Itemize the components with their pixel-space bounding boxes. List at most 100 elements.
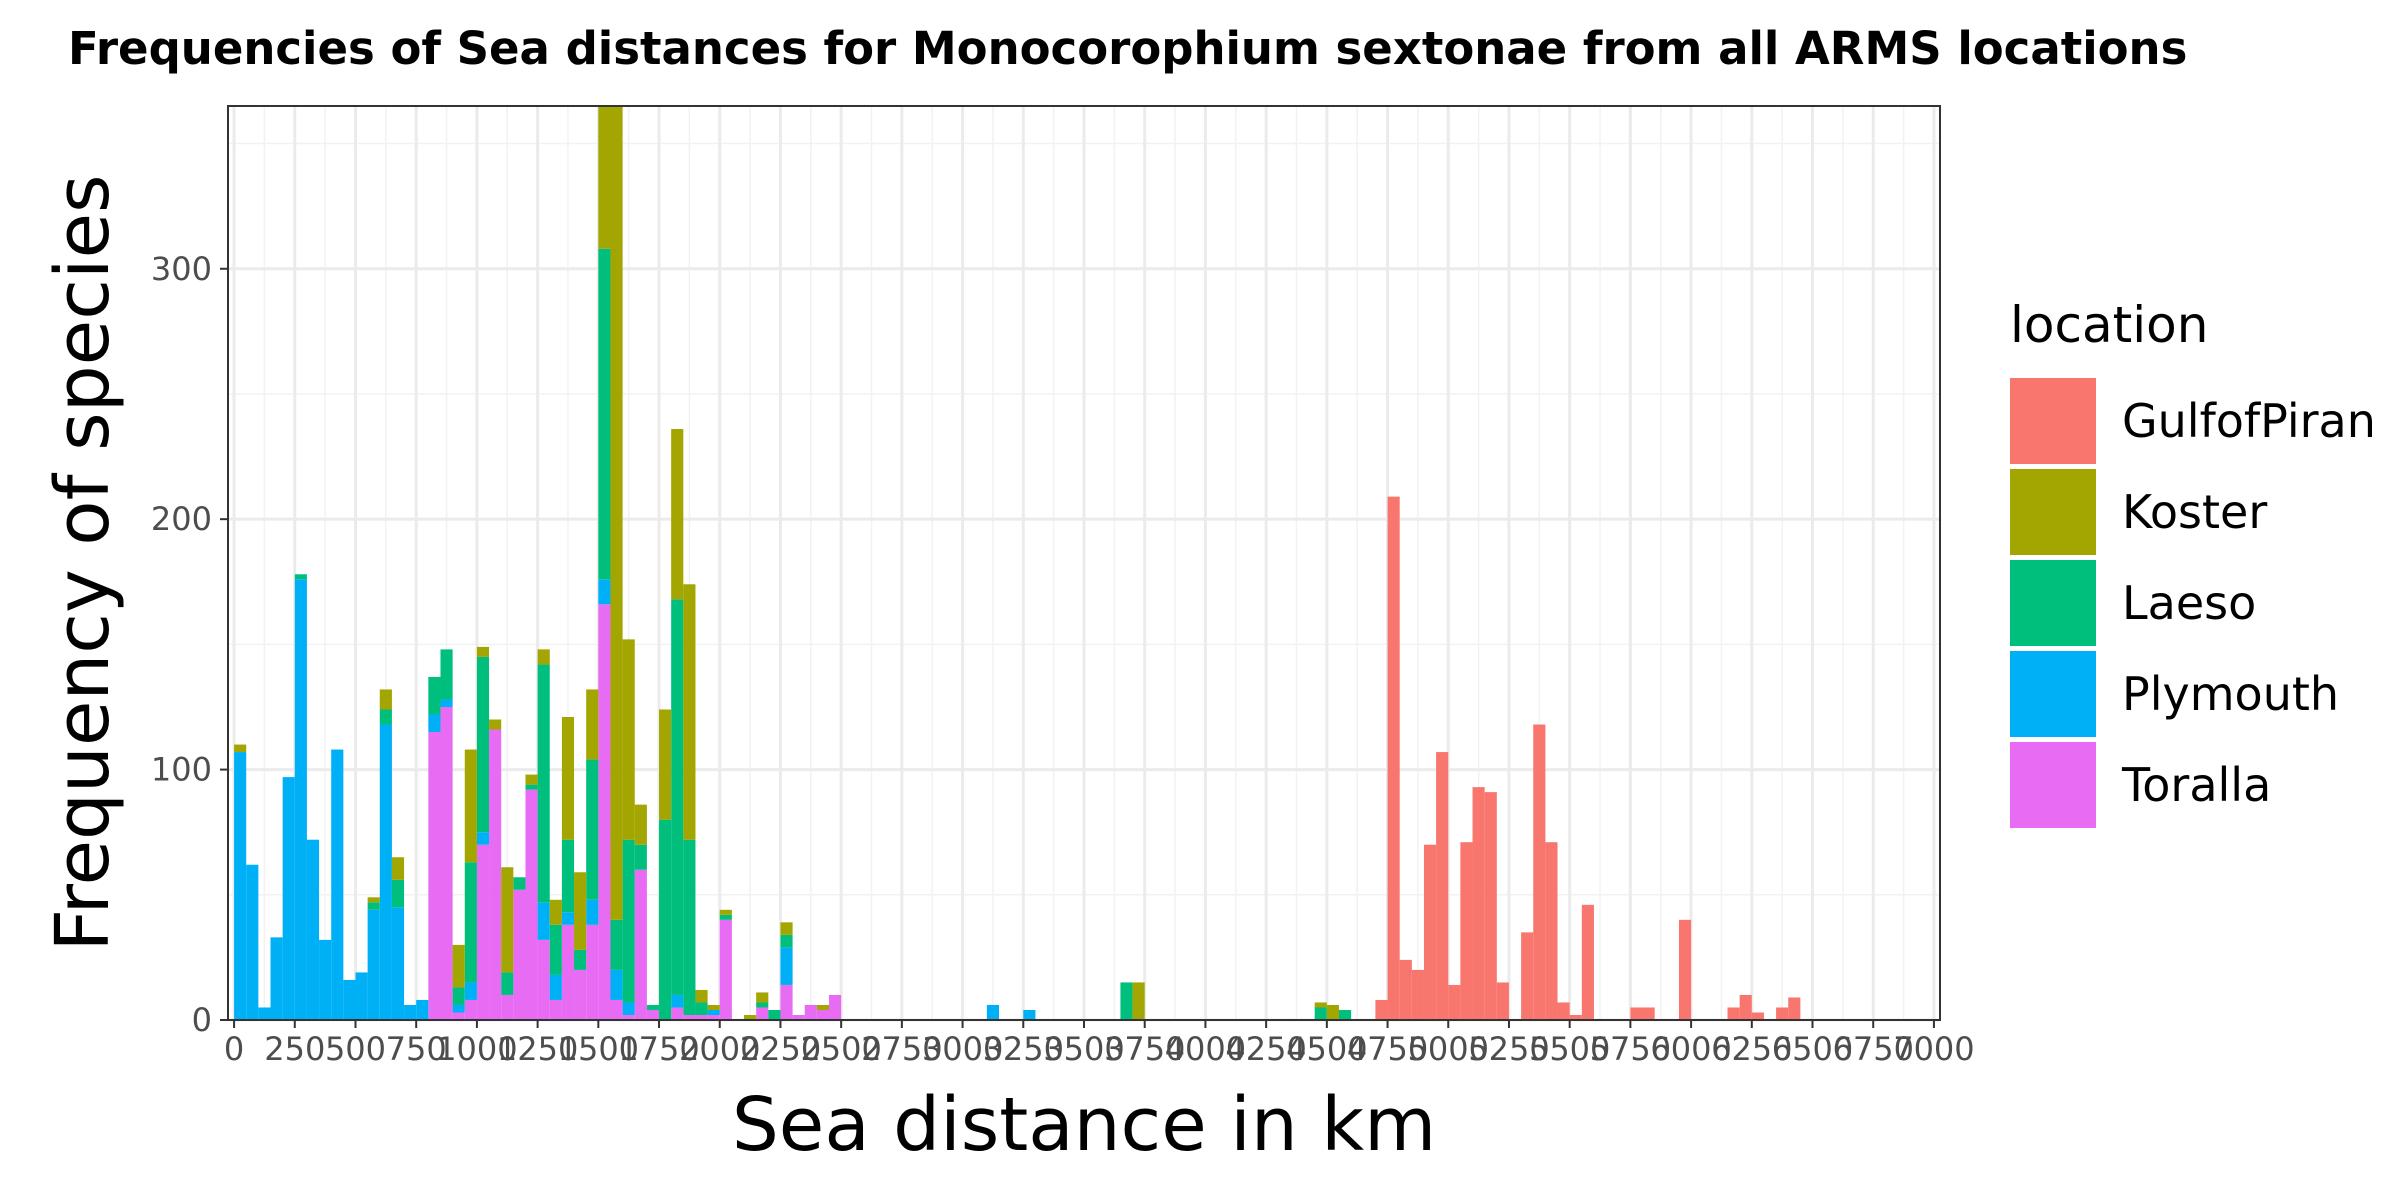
bar-koster [744, 1014, 757, 1020]
bar-toralla [464, 999, 477, 1020]
bar-plymouth [986, 1004, 1000, 1020]
x-tick-label: 1000 [436, 1030, 517, 1068]
legend-swatch [2010, 469, 2096, 555]
bar-gulfofpiran [1436, 752, 1449, 1020]
bar-plymouth [416, 999, 429, 1020]
x-axis-title: Sea distance in km [732, 1082, 1436, 1168]
x-tick-label: 4500 [1286, 1030, 1367, 1068]
x-tick-label: 5250 [1468, 1030, 1549, 1068]
x-tick-label: 0 [224, 1030, 244, 1068]
bar-koster [707, 1004, 720, 1010]
legend-label: Plymouth [2122, 667, 2339, 721]
bar-koster [367, 897, 380, 903]
bar-toralla [756, 1007, 769, 1020]
bar-gulfofpiran [1630, 1007, 1643, 1020]
x-tick-label: 500 [325, 1030, 386, 1068]
bar-koster [561, 717, 575, 840]
bar-toralla [574, 969, 587, 1020]
x-tick-label: 1500 [558, 1030, 639, 1068]
x-tick-label: 3000 [922, 1030, 1003, 1068]
bar-koster [816, 1004, 830, 1010]
bar-plymouth [476, 832, 490, 845]
bar-toralla [622, 1014, 635, 1020]
bar-gulfofpiran [1581, 904, 1594, 1020]
bar-laeso [452, 987, 465, 1005]
y-tick-label: 100 [151, 751, 212, 789]
bar-koster [234, 744, 247, 753]
x-tick-label: 6500 [1772, 1030, 1853, 1068]
bar-gulfofpiran [1448, 984, 1461, 1020]
bar-toralla [792, 1014, 805, 1020]
bar-gulfofpiran [1423, 844, 1437, 1020]
bar-laeso [768, 1009, 781, 1020]
bar-koster [537, 649, 550, 665]
x-tick-label: 2000 [679, 1030, 760, 1068]
bar-koster [489, 719, 502, 730]
bar-koster [622, 639, 635, 840]
bar-plymouth [319, 939, 332, 1020]
bar-koster [610, 106, 623, 920]
bar-plymouth [707, 1009, 720, 1015]
x-tick-label: 5000 [1408, 1030, 1489, 1068]
bar-toralla [452, 1012, 465, 1020]
bar-koster [379, 689, 392, 710]
bar-toralla [476, 844, 490, 1020]
x-tick-label: 5750 [1590, 1030, 1671, 1068]
x-tick-label: 6000 [1650, 1030, 1731, 1068]
legend-label: Toralla [2121, 758, 2271, 812]
bar-koster [1132, 982, 1145, 1020]
bar-plymouth [246, 864, 259, 1020]
bar-gulfofpiran [1521, 932, 1534, 1020]
bar-koster [586, 689, 599, 760]
bar-toralla [513, 889, 526, 1020]
bar-gulfofpiran [1545, 842, 1558, 1020]
bar-koster [598, 106, 611, 249]
bar-toralla [646, 1009, 660, 1020]
bar-plymouth [622, 1002, 635, 1015]
bar-toralla [671, 1007, 684, 1020]
bar-laeso [646, 1004, 660, 1010]
bar-laeso [537, 664, 550, 903]
bar-toralla [440, 706, 453, 1020]
bar-koster [525, 774, 538, 785]
bar-laeso [476, 656, 490, 833]
bar-laeso [294, 574, 307, 580]
bar-laeso [561, 839, 575, 913]
bar-toralla [683, 1014, 696, 1020]
bar-plymouth [598, 579, 611, 605]
bar-gulfofpiran [1387, 496, 1400, 1020]
bar-koster [1326, 1004, 1339, 1020]
bar-koster [780, 922, 793, 935]
bar-plymouth [270, 937, 283, 1020]
bar-plymouth [610, 969, 623, 1000]
y-axis-title: Frequency of species [40, 174, 126, 951]
x-tick-label: 2250 [740, 1030, 821, 1068]
bar-koster [1314, 1002, 1327, 1008]
bar-toralla [489, 729, 502, 1020]
bar-toralla [537, 939, 550, 1020]
bar-toralla [829, 994, 842, 1020]
bar-gulfofpiran [1496, 982, 1509, 1020]
bar-toralla [428, 732, 441, 1020]
bar-laeso [501, 972, 514, 995]
bar-koster [683, 584, 696, 840]
x-tick-label: 2750 [861, 1030, 942, 1068]
legend-swatch [2010, 742, 2096, 828]
bar-gulfofpiran [1739, 994, 1752, 1020]
bar-plymouth [343, 979, 356, 1020]
bar-laeso [513, 877, 526, 890]
bar-laeso [671, 599, 684, 995]
x-tick-label: 250 [264, 1030, 325, 1068]
chart-title: Frequencies of Sea distances for Monocor… [68, 22, 2188, 75]
bar-plymouth [561, 912, 575, 925]
bar-plymouth [549, 974, 562, 1000]
bar-koster [501, 867, 514, 973]
bar-laeso [464, 862, 477, 983]
bar-laeso [391, 879, 405, 908]
x-tick-label: 3750 [1104, 1030, 1185, 1068]
x-tick-label: 4250 [1225, 1030, 1306, 1068]
bar-laeso [525, 784, 538, 790]
bar-toralla [586, 924, 599, 1020]
bar-koster [634, 804, 647, 845]
